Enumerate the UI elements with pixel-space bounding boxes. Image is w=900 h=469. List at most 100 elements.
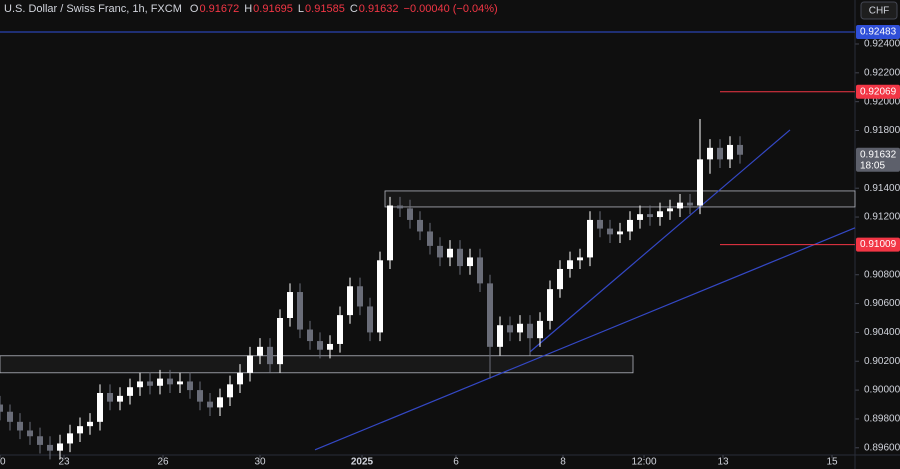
candle-body	[587, 219, 593, 258]
candle-body	[497, 325, 503, 347]
price-tag	[856, 84, 900, 99]
y-tick-label: 0.92200	[864, 67, 900, 78]
ohlc-key: L	[298, 3, 304, 15]
candle-body	[657, 211, 663, 218]
candle-body	[37, 436, 43, 445]
x-tick-label: 26	[157, 457, 169, 468]
zone	[0, 355, 634, 374]
y-tick-label: 0.91200	[864, 212, 900, 223]
ohlc-key: H	[244, 3, 252, 15]
ohlc-value: 0.91632	[359, 3, 399, 15]
currency-button[interactable]	[860, 1, 898, 20]
price-tag-label: 0.92483	[860, 27, 897, 38]
ohlc-key: C	[350, 3, 358, 15]
y-tick-label: 0.91400	[864, 183, 900, 194]
candle-body	[517, 323, 523, 333]
candle-body	[617, 231, 623, 235]
candle-body	[737, 144, 743, 155]
candle-body	[547, 289, 553, 321]
y-tick-label: 0.89800	[864, 414, 900, 425]
candle-body	[137, 381, 143, 388]
price-tag-label: 0.91009	[860, 239, 897, 250]
last-price-tag	[856, 147, 900, 172]
x-tick-label: 23	[58, 457, 70, 468]
trendline	[529, 129, 791, 353]
change: −0.00040 (−0.04%)	[404, 3, 498, 15]
header: U.S. Dollar / Swiss Franc, 1h, FXCM O 0.9…	[4, 3, 498, 15]
y-tick-label: 0.90200	[864, 356, 900, 367]
currency-label[interactable]: CHF	[869, 6, 890, 17]
candle-body	[507, 325, 513, 333]
candle-body	[567, 260, 573, 269]
ohlc-value: 0.91585	[305, 3, 345, 15]
y-tick-label: 0.92000	[864, 96, 900, 107]
candle-body	[377, 260, 383, 333]
candle-body	[537, 320, 543, 339]
candle-body	[697, 159, 703, 206]
candle-body	[107, 392, 113, 402]
candle-body	[47, 444, 53, 451]
trendline	[314, 227, 856, 451]
candle-body	[277, 317, 283, 365]
candle-body	[247, 355, 253, 373]
candle-body	[647, 214, 653, 218]
candle-body	[387, 205, 393, 261]
candle-body	[707, 147, 713, 160]
x-tick-label: 6	[453, 457, 459, 468]
candle-body	[627, 219, 633, 232]
price-tag-label: 0.92069	[860, 86, 897, 97]
price-tag	[856, 237, 900, 252]
x-tick-label: 12:00	[631, 457, 656, 468]
candle-body	[447, 248, 453, 258]
y-tick-label: 0.90800	[864, 269, 900, 280]
candle-body	[257, 346, 263, 356]
x-tick-label: 8	[560, 457, 566, 468]
countdown: 18:05	[860, 160, 885, 171]
candle-body	[327, 343, 333, 350]
candle-body	[227, 384, 233, 398]
candle-body	[577, 257, 583, 261]
candle-body	[237, 372, 243, 385]
candle-body	[717, 147, 723, 160]
y-tick-label: 0.90600	[864, 298, 900, 309]
price-tag	[856, 25, 900, 40]
candle-body	[267, 346, 273, 365]
y-tick-label: 0.91800	[864, 125, 900, 136]
candle-body	[487, 283, 493, 347]
candle-body	[367, 306, 373, 333]
candle-body	[307, 329, 313, 342]
candle-body	[127, 387, 133, 396]
candle-body	[87, 421, 93, 427]
candle-body	[407, 208, 413, 220]
symbol-title: U.S. Dollar / Swiss Franc, 1h, FXCM	[4, 3, 182, 15]
x-tick-label: 13	[717, 457, 729, 468]
candle-body	[117, 395, 123, 402]
candle-body	[467, 257, 473, 267]
last-price-label: 0.91632	[860, 149, 897, 160]
candle-body	[357, 286, 363, 307]
candle-body	[217, 397, 223, 408]
candle-body	[727, 144, 733, 160]
y-tick-label: 0.92400	[864, 39, 900, 50]
ohlc-value: 0.91695	[253, 3, 293, 15]
candle-body	[457, 248, 463, 267]
ohlc-key: O	[190, 3, 199, 15]
x-tick-label: 15	[826, 457, 838, 468]
candle-body	[597, 219, 603, 229]
candle-body	[427, 231, 433, 246]
candle-body	[147, 381, 153, 386]
candle-body	[167, 378, 173, 385]
candle-body	[187, 381, 193, 391]
y-tick-label: 0.90400	[864, 327, 900, 338]
candle-body	[337, 315, 343, 344]
candle-body	[57, 443, 63, 451]
candle-body	[557, 268, 563, 290]
y-tick-label: 0.89600	[864, 442, 900, 453]
candle-body	[157, 378, 163, 386]
candle-body	[687, 202, 693, 206]
candle-body	[397, 205, 403, 209]
